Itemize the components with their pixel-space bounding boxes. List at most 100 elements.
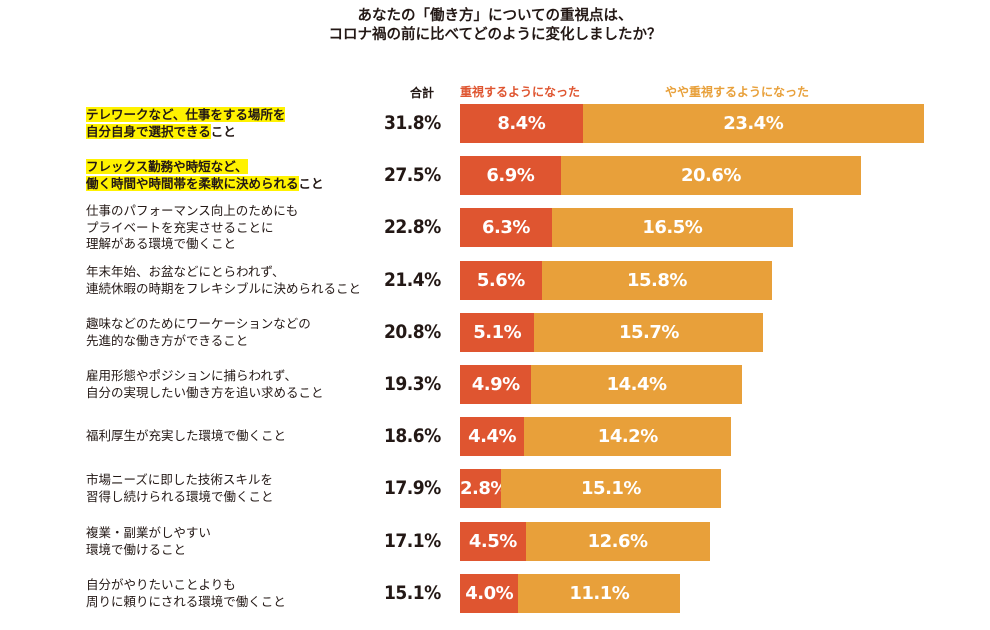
category-label: テレワークなど、仕事をする場所を 自分自身で選択できること [86,107,286,141]
category-label-line: 自分がやりたいことよりも [86,577,286,594]
category-label: 市場ニーズに即した技術スキルを 習得し続けられる環境で働くこと [86,472,274,505]
total-value: 17.9% [384,477,441,499]
category-label: 仕事のパフォーマンス向上のためにも プライベートを充実させることに 理解がある環境で… [86,203,298,253]
total-value: 17.1% [384,530,441,552]
bar-segment-strong [460,469,501,508]
bar-segment-somewhat [534,313,764,352]
total-value: 31.8% [384,112,441,134]
bar-segment-somewhat [500,469,722,508]
category-label-line: 自分の実現したい働き方を追い求めること [86,385,324,402]
bar-label-strong: 4.5% [468,531,517,552]
bar-label-somewhat: 15.8% [626,270,687,291]
total-value: 21.4% [384,269,441,291]
label-text: 先進的な働き方ができること [86,332,249,348]
bar-segment-somewhat [518,574,681,613]
total-value: 18.6% [384,425,441,447]
bar-segment-strong [460,522,526,561]
bar-label-somewhat: 15.1% [581,478,641,499]
bar-label-strong: 4.0% [465,583,514,604]
category-label-line: 連続休暇の時期をフレキシブルに決められること [86,281,361,298]
category-label-line: 習得し続けられる環境で働くこと [86,489,274,506]
total-value: 27.5% [384,164,441,186]
total-column-header: 合計 [409,86,434,100]
category-label: フレックス勤務や時短など、 働く時間や時間帯を柔軟に決められること [86,159,324,192]
bar-segment-somewhat [551,208,793,247]
highlighted-text: 働く時間や時間帯を柔軟に決められる [86,175,299,191]
total-value: 20.8% [384,321,441,343]
legend-series-somewhat: やや重視するようになった [664,85,809,99]
label-text: こと [210,123,236,139]
bar-segment-strong [460,365,532,404]
bar-segment-somewhat [531,365,742,404]
bar-segment-somewhat [582,104,924,143]
category-label: 自分がやりたいことよりも周りに頼りにされる環境で働くこと [86,577,286,610]
category-label-line: 年末年始、お盆などにとらわれず、 [86,264,361,281]
highlighted-text: フレックス勤務や時短など、 [86,159,248,174]
category-label: 福利厚生が充実した環境で働くこと [86,428,286,445]
bar-segment-strong [460,313,535,352]
bar-label-somewhat: 20.6% [680,165,741,186]
bar-segment-somewhat [525,522,710,561]
bar-label-strong: 4.4% [468,426,517,447]
category-label: 趣味などのためにワーケーションなどの 先進的な働き方ができること [86,316,311,349]
label-text: 習得し続けられる環境で働くこと [86,488,274,504]
category-label-line: 環境で働けること [86,542,211,559]
bar-segment-strong [460,574,519,613]
bar-label-strong: 5.1% [473,322,522,343]
highlighted-text: 自分自身で選択できる [86,123,211,139]
label-text: 年末年始、お盆などにとらわれず、 [86,264,285,279]
bar-label-somewhat: 15.7% [618,322,679,343]
category-label-line: 福利厚生が充実した環境で働くこと [86,428,286,445]
bar-label-somewhat: 16.5% [642,217,703,238]
bar-label-somewhat: 23.4% [723,113,784,134]
category-label-line: 市場ニーズに即した技術スキルを [86,472,274,489]
category-label-line: 趣味などのためにワーケーションなどの [86,316,311,333]
category-label-line: プライベートを充実させることに [86,220,298,237]
label-text: 理解がある環境で働くこと [86,236,237,251]
label-text: 市場ニーズに即した技術スキルを [86,472,273,487]
category-label-line: 周りに頼りにされる環境で働くこと [86,594,286,611]
label-text: 環境で働けること [86,541,187,557]
bar-segment-strong [460,417,525,456]
category-label-line: 働く時間や時間帯を柔軟に決められること [86,175,324,193]
bar-segment-somewhat [541,261,773,300]
bar-label-strong: 6.3% [482,217,530,238]
bar-segment-strong [460,156,561,195]
category-label: 雇用形態やポジションに捕らわれず、 自分の実現したい働き方を追い求めること [86,368,324,401]
bar-segment-strong [460,208,552,247]
bar-label-strong: 6.9% [486,165,535,186]
highlighted-text: テレワークなど、仕事をする場所を [86,107,286,122]
chart-title-line-1: あなたの「働き方」についての重視点は、 [357,8,633,24]
bar-label-somewhat: 14.4% [606,374,667,395]
label-text: 雇用形態やポジションに捕らわれず、 [86,368,298,383]
category-label-line: 仕事のパフォーマンス向上のためにも [86,203,298,220]
label-text: 仕事のパフォーマンス向上のためにも [86,203,299,218]
chart-title-line-2: コロナ禍の前に比べてどのように変化しましたか？ [328,27,662,43]
category-label: 複業・副業がしやすい 環境で働けること [86,525,211,558]
label-text: 福利厚生が充実した環境で働くこと [86,428,287,443]
label-text: 複業・副業がしやすい [86,525,211,540]
label-text: 自分がやりたいことよりも [86,577,236,592]
category-label-line: 先進的な働き方ができること [86,333,311,350]
bar-segment-strong [460,261,542,300]
bar-label-somewhat: 12.6% [587,531,648,552]
category-label-line: フレックス勤務や時短など、 [86,159,324,176]
category-label-line: 雇用形態やポジションに捕らわれず、 [86,368,324,385]
bar-label-strong: 8.4% [497,113,546,134]
category-label-line: テレワークなど、仕事をする場所を [86,107,286,124]
bar-segment-strong [460,104,583,143]
bar-segment-somewhat [524,417,732,456]
bar-label-somewhat: 11.1% [569,583,630,604]
label-text: 連続休暇の時期をフレキシブルに決められること [86,280,362,296]
bar-label-strong: 2.8% [460,478,508,499]
label-text: こと [298,175,324,191]
category-label-line: 理解がある環境で働くこと [86,236,298,253]
category-label-line: 自分自身で選択できること [86,123,285,141]
label-text: 趣味などのためにワーケーションなどの [86,316,311,331]
category-label-line: 複業・副業がしやすい [86,525,211,542]
bar-label-somewhat: 14.2% [597,426,658,447]
bar-segment-somewhat [560,156,862,195]
category-label: 年末年始、お盆などにとらわれず、 連続休暇の時期をフレキシブルに決められること [86,264,361,297]
label-text: 自分の実現したい働き方を追い求めること [86,384,324,400]
total-value: 19.3% [384,373,441,395]
